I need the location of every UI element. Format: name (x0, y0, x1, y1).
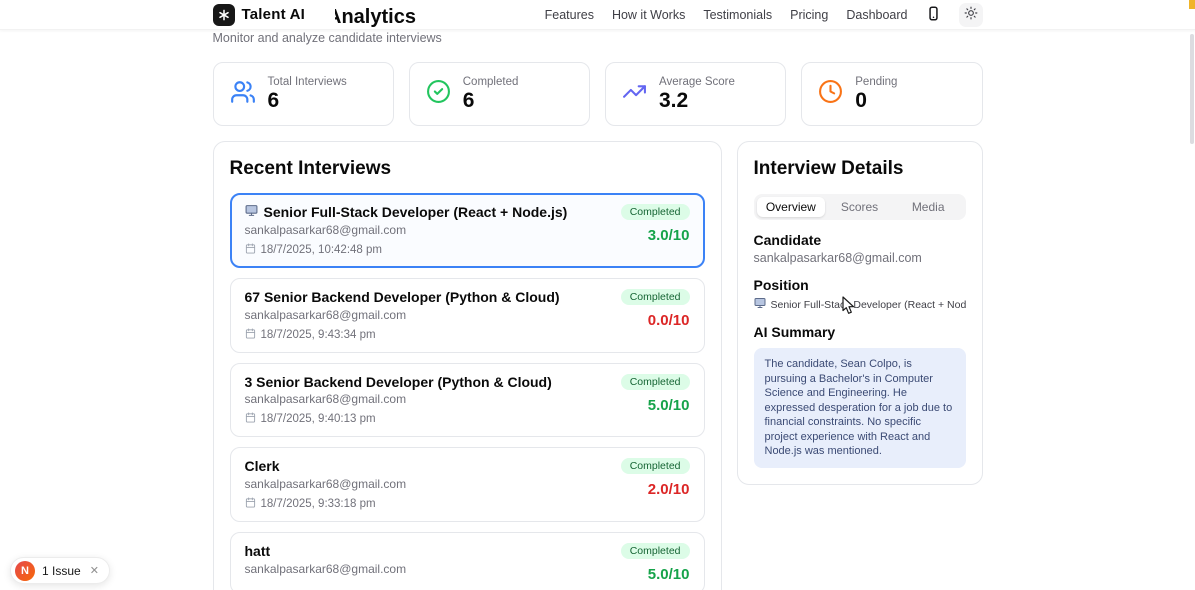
calendar-icon (245, 243, 256, 257)
score-text: 5.0/10 (647, 566, 690, 584)
stat-label: Average Score (659, 75, 735, 88)
stat-value: 6 (267, 88, 280, 112)
score-text: 5.0/10 (647, 396, 690, 414)
tab-overview[interactable]: Overview (756, 197, 826, 217)
interview-card[interactable]: Clerk sankalpasarkar68@gmail.com 18/7/20… (229, 447, 705, 523)
interview-title: 67 Senior Backend Developer (Python & Cl… (244, 288, 560, 305)
status-badge: Completed (620, 204, 690, 220)
top-navbar: Talent AI Features How it Works Testimon… (0, 0, 1195, 30)
monitor-emoji-icon (754, 297, 766, 312)
candidate-email: sankalpasarkar68@gmail.com (244, 392, 407, 407)
stat-card-total-interviews: Total Interviews 6 (212, 62, 394, 126)
position-value: Senior Full-Stack Developer (React + Nod… (754, 297, 966, 312)
stat-value: 0 (855, 88, 867, 112)
stat-card-completed: Completed 6 (408, 62, 590, 126)
stat-label: Completed (462, 75, 519, 88)
tab-media[interactable]: Media (911, 200, 945, 214)
ai-summary-text: The candidate, Sean Colpo, is pursuing a… (753, 348, 966, 468)
candidate-email: sankalpasarkar68@gmail.com (244, 222, 407, 237)
calendar-icon (245, 497, 256, 511)
mobile-view-button[interactable] (926, 5, 941, 25)
tab-scores[interactable]: Scores (840, 200, 879, 214)
clock-icon (818, 79, 843, 109)
interview-datetime: 18/7/2025, 9:40:13 pm (245, 412, 552, 426)
stat-value: 3.2 (659, 88, 689, 112)
interview-card[interactable]: Senior Full-Stack Developer (React + Nod… (229, 193, 705, 268)
score-text: 3.0/10 (647, 227, 690, 244)
interview-title: hatt (244, 543, 271, 560)
sun-icon (964, 6, 978, 23)
stat-card-pending: Pending 0 (801, 62, 983, 126)
interview-datetime: 18/7/2025, 9:33:18 pm (245, 497, 407, 511)
talent-ai-logo-icon (212, 3, 235, 26)
interview-title: Senior Full-Stack Developer (React + Nod… (245, 204, 567, 221)
stat-label: Total Interviews (267, 75, 347, 88)
recent-interviews-panel: Recent Interviews Senior Full-Stack Deve… (212, 141, 722, 590)
interview-title: 3 Senior Backend Developer (Python & Clo… (244, 373, 552, 390)
ai-summary-label: AI Summary (753, 324, 836, 340)
status-badge: Completed (620, 458, 690, 475)
interview-details-title: Interview Details (753, 158, 904, 179)
interview-title: Clerk (244, 458, 280, 475)
brand-link[interactable]: Talent AI (212, 0, 335, 29)
stat-label: Pending (855, 75, 898, 88)
interview-datetime: 18/7/2025, 9:43:34 pm (245, 328, 560, 342)
nextjs-logo-icon: N (15, 560, 35, 581)
smartphone-icon (926, 5, 941, 25)
dev-issues-indicator[interactable]: N 1 Issue ✕ (10, 557, 110, 584)
nav-link-pricing[interactable]: Pricing (790, 7, 829, 22)
monitor-emoji-icon (245, 204, 258, 221)
interview-card[interactable]: hatt sankalpasarkar68@gmail.com Complete… (229, 532, 705, 590)
score-text: 2.0/10 (647, 481, 690, 499)
nav-link-testimonials[interactable]: Testimonials (703, 7, 773, 22)
scrollbar-thumb[interactable] (1190, 34, 1194, 144)
interview-card[interactable]: 67 Senior Backend Developer (Python & Cl… (229, 277, 705, 353)
nav-link-how-it-works[interactable]: How it Works (611, 7, 686, 22)
close-icon[interactable]: ✕ (89, 565, 99, 577)
scrollbar-issue-marker (1189, 0, 1195, 9)
issue-count-label: 1 Issue (42, 563, 81, 578)
candidate-email: sankalpasarkar68@gmail.com (244, 307, 407, 322)
candidate-label: Candidate (753, 232, 822, 248)
position-label: Position (753, 277, 809, 293)
candidate-email: sankalpasarkar68@gmail.com (244, 477, 407, 492)
stat-value: 6 (462, 88, 475, 112)
nav-link-features[interactable]: Features (544, 7, 594, 22)
stats-row: Total Interviews 6 Completed 6 Ave (212, 62, 983, 126)
interview-details-panel: Interview Details Overview Scores Media … (736, 141, 983, 485)
interview-datetime: 18/7/2025, 10:42:48 pm (245, 243, 568, 257)
calendar-icon (245, 412, 256, 426)
stat-card-average-score: Average Score 3.2 (605, 62, 787, 126)
users-icon (230, 79, 256, 110)
theme-toggle-button[interactable] (958, 2, 983, 27)
status-badge: Completed (620, 543, 690, 560)
interview-list: Senior Full-Stack Developer (React + Nod… (229, 193, 705, 590)
status-badge: Completed (620, 288, 690, 305)
candidate-value: sankalpasarkar68@gmail.com (753, 251, 922, 265)
nav-link-dashboard[interactable]: Dashboard (846, 7, 908, 22)
brand-name: Talent AI (241, 6, 305, 23)
trending-up-icon (622, 79, 647, 109)
candidate-email: sankalpasarkar68@gmail.com (244, 561, 407, 576)
details-tabs: Overview Scores Media (753, 194, 966, 220)
recent-interviews-title: Recent Interviews (229, 158, 392, 179)
page-subtitle: Monitor and analyze candidate interviews (212, 31, 442, 45)
score-text: 0.0/10 (647, 311, 690, 329)
status-badge: Completed (620, 373, 690, 390)
check-circle-icon (426, 79, 451, 109)
calendar-icon (245, 328, 256, 342)
interview-card[interactable]: 3 Senior Backend Developer (Python & Clo… (229, 362, 705, 438)
